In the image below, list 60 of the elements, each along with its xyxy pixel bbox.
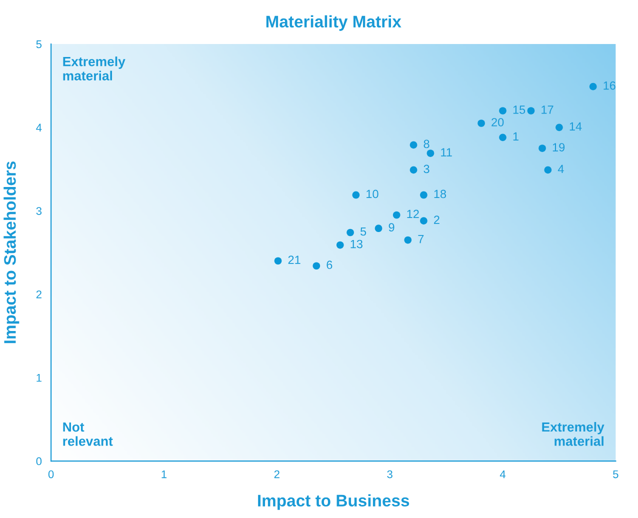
point	[410, 166, 418, 174]
point	[352, 191, 360, 199]
annotation: 9	[388, 223, 394, 232]
y-tick-label: 2	[36, 290, 42, 298]
annotation: 4	[558, 164, 564, 174]
annotation: 7	[418, 234, 424, 244]
y-tick-label: 0	[36, 457, 42, 466]
point	[478, 120, 485, 127]
point	[336, 241, 344, 249]
point	[312, 262, 320, 270]
annotation: Extremely material	[542, 422, 604, 446]
point	[544, 166, 552, 174]
x-tick-label: 3	[387, 470, 392, 478]
x-tick-label: 1	[162, 470, 167, 478]
x-tick-label: 0	[48, 470, 54, 478]
annotation: 14	[570, 122, 582, 130]
point	[420, 217, 428, 225]
chart-title: Materiality Matrix	[266, 15, 402, 31]
annotation: 8	[424, 140, 430, 148]
y-tick-label: 1	[36, 374, 42, 382]
y-tick-label: 4	[36, 124, 42, 132]
point	[392, 211, 400, 219]
annotation: 18	[434, 190, 446, 198]
annotation: 1	[513, 132, 518, 140]
point	[499, 134, 506, 142]
annotation: 20	[492, 118, 504, 126]
annotation: 2	[434, 216, 440, 224]
point	[404, 236, 412, 244]
x-tick-label: 4	[500, 470, 506, 478]
point	[346, 228, 354, 236]
point	[589, 82, 597, 90]
point	[538, 144, 546, 152]
point	[527, 107, 535, 114]
x-tick-label: 5	[613, 470, 618, 478]
annotation: 13	[350, 240, 362, 248]
annotation: 21	[288, 256, 300, 264]
point	[499, 107, 506, 114]
x-tick-label: 2	[274, 470, 280, 478]
annotation: 3	[424, 164, 430, 174]
annotation: 10	[366, 190, 378, 198]
point	[410, 141, 418, 149]
annotation: 19	[552, 143, 565, 152]
y-axis-title: Impact to Stakeholders	[4, 162, 20, 344]
y-tick-label: 5	[36, 40, 42, 48]
annotation: 6	[326, 260, 332, 270]
point	[420, 191, 428, 199]
annotation: 17	[542, 106, 554, 114]
y-tick-label: 3	[36, 207, 42, 215]
annotation: Extremely material	[63, 56, 126, 80]
annotation: 12	[407, 210, 419, 218]
annotation: Not relevant	[63, 422, 113, 446]
annotation: 11	[441, 148, 452, 156]
point	[426, 150, 434, 157]
point	[274, 257, 282, 265]
x-axis-title: Impact to Business	[258, 494, 410, 510]
point	[374, 224, 382, 232]
annotation: 15	[513, 106, 526, 114]
annotation: 16	[604, 81, 616, 90]
annotation: 5	[360, 227, 366, 236]
point	[556, 124, 563, 132]
